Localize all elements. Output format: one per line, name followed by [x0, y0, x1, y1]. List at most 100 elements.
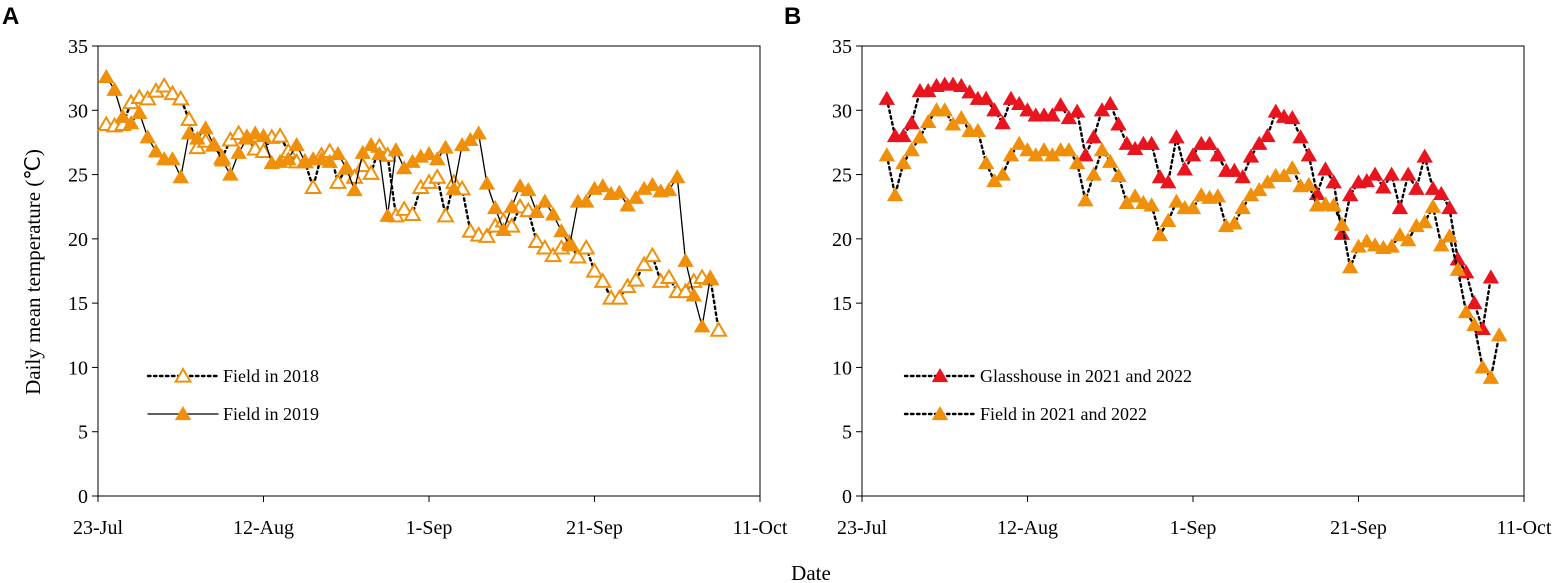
x-tick-label: 23-Jul: [837, 517, 887, 539]
panel-a-x-ticks: 23-Jul 12-Aug 1-Sep 21-Sep 11-Oct: [73, 496, 788, 539]
data-point: [660, 182, 678, 197]
data-point: [1383, 238, 1400, 253]
data-point: [1466, 317, 1483, 332]
data-point: [878, 147, 896, 162]
legend-marker: [931, 368, 949, 383]
data-point: [1375, 179, 1392, 194]
data-point: [470, 125, 487, 140]
data-point: [561, 237, 578, 252]
data-point: [171, 89, 190, 106]
data-point: [693, 318, 711, 333]
data-point: [1044, 107, 1061, 122]
data-point: [1226, 162, 1243, 177]
data-point: [977, 90, 995, 105]
data-point: [304, 178, 323, 195]
data-point: [280, 151, 297, 166]
data-point: [139, 129, 156, 144]
data-point: [528, 203, 545, 218]
data-point: [1399, 166, 1417, 181]
x-tick-label: 11-Oct: [1497, 517, 1552, 539]
y-tick-label: 35: [832, 36, 852, 58]
data-point: [1002, 147, 1020, 162]
data-point: [163, 84, 182, 101]
data-point: [878, 90, 896, 105]
data-point: [677, 252, 694, 267]
data-point: [1433, 185, 1450, 200]
data-point: [895, 128, 912, 143]
panel-a-y-ticks: 0 5 10 15 20 25 30 35: [68, 36, 98, 508]
data-point: [361, 164, 381, 180]
data-point: [577, 238, 596, 255]
data-point: [535, 238, 554, 255]
x-tick-label: 1-Sep: [406, 517, 453, 539]
y-tick-label: 5: [842, 422, 852, 444]
data-point: [1226, 215, 1243, 230]
data-point: [1424, 180, 1442, 195]
data-point: [486, 200, 504, 215]
data-point: [1300, 176, 1318, 191]
data-point: [1102, 153, 1119, 168]
y-tick-label: 30: [832, 100, 852, 122]
panel-a-y-axis-label: Daily mean temperature (℃): [21, 149, 45, 395]
data-point: [1383, 166, 1400, 181]
data-point: [1085, 166, 1102, 181]
data-point: [255, 128, 272, 143]
data-point: [903, 142, 920, 157]
data-point: [477, 227, 497, 243]
data-point: [428, 168, 447, 184]
data-point: [420, 146, 438, 161]
data-point: [1284, 110, 1301, 125]
data-point: [1482, 369, 1500, 384]
data-point: [172, 169, 189, 184]
panel-a-label: A: [2, 3, 19, 30]
data-point: [702, 269, 719, 284]
data-point: [1126, 188, 1144, 203]
data-point: [197, 120, 214, 135]
y-tick-label: 25: [832, 165, 852, 187]
data-point: [1110, 116, 1127, 131]
data-point: [138, 89, 157, 106]
y-tick-label: 20: [68, 229, 88, 251]
data-point: [229, 124, 248, 141]
data-point: [1143, 197, 1160, 212]
data-point: [611, 184, 628, 199]
data-point: [164, 151, 181, 166]
data-point: [179, 110, 199, 126]
data-point: [1408, 180, 1425, 195]
data-point: [1433, 237, 1450, 252]
data-point: [371, 146, 388, 161]
data-point: [619, 197, 636, 212]
x-tick-label: 11-Oct: [733, 517, 788, 539]
data-point: [1457, 304, 1475, 319]
data-point: [903, 115, 920, 130]
data-point: [1093, 142, 1111, 157]
data-point: [635, 255, 654, 272]
data-point: [953, 110, 970, 125]
data-point: [1193, 187, 1210, 202]
x-axis-label: Date: [791, 561, 831, 583]
legend-label: Field in 2021 and 2022: [980, 404, 1147, 424]
data-point: [1449, 261, 1467, 276]
x-tick-label: 21-Sep: [1330, 517, 1387, 539]
legend-marker: [931, 406, 949, 421]
data-point: [1250, 182, 1268, 197]
data-point: [1176, 161, 1193, 176]
data-point: [1118, 135, 1136, 150]
data-point: [578, 193, 595, 208]
data-point: [544, 246, 563, 263]
panel-a-plot-frame: [97, 45, 761, 497]
data-point: [585, 262, 604, 278]
data-point: [1366, 237, 1384, 252]
data-point: [1292, 129, 1309, 144]
data-point: [1342, 187, 1359, 202]
data-point: [180, 125, 198, 140]
data-point: [626, 271, 645, 287]
data-point: [1416, 214, 1433, 229]
data-point: [338, 160, 355, 175]
data-point: [254, 142, 273, 159]
data-point: [1317, 161, 1334, 176]
data-point: [1234, 169, 1251, 184]
legend-marker: [174, 406, 192, 421]
data-point: [709, 321, 728, 337]
data-point: [1209, 188, 1227, 203]
